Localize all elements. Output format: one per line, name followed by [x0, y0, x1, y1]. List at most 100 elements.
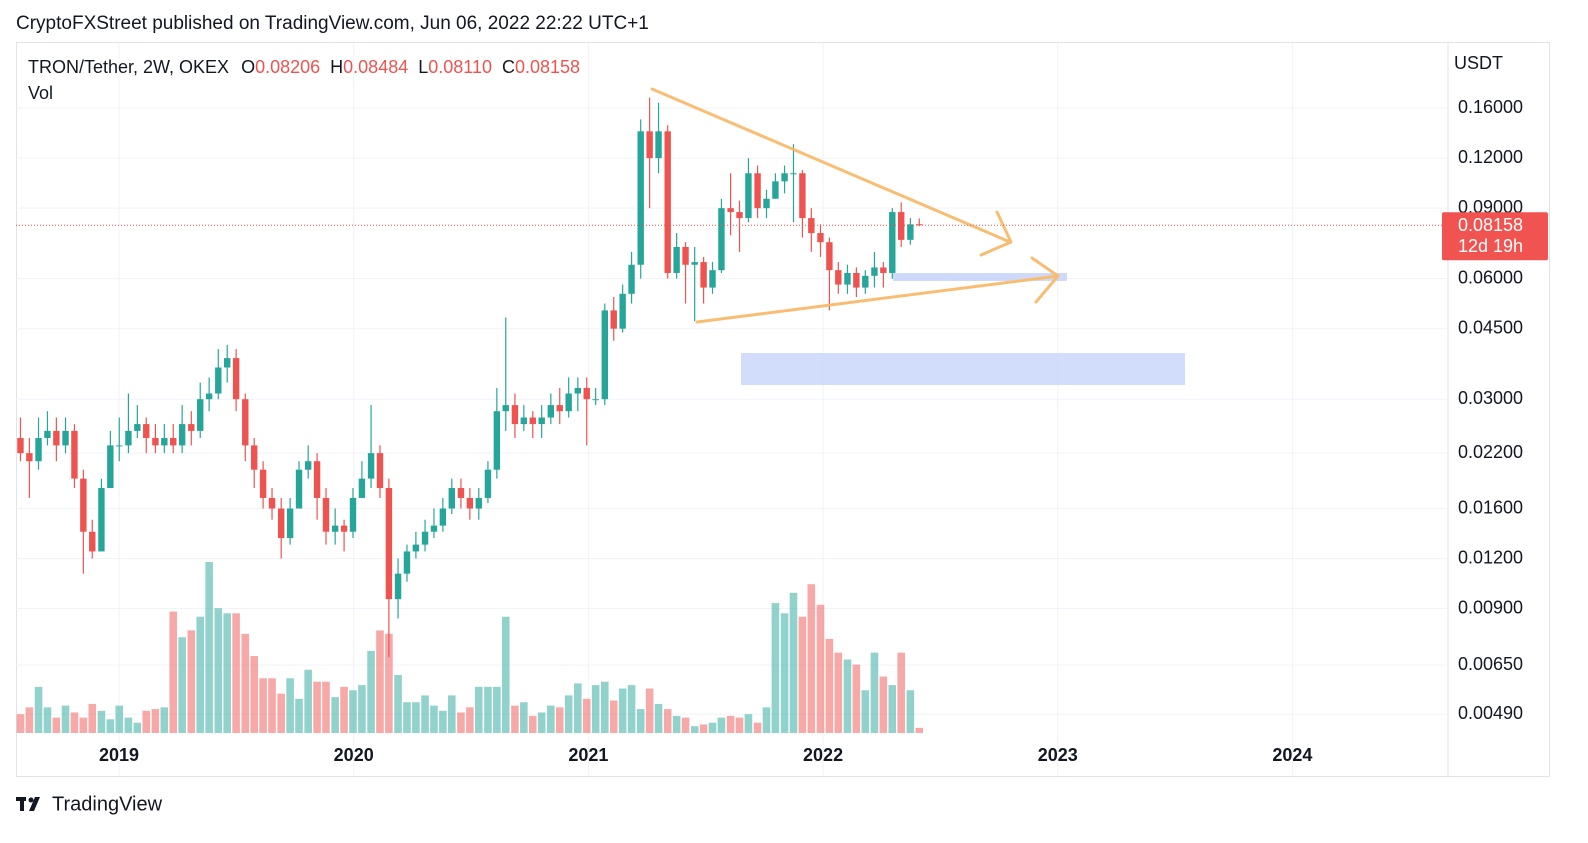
volume-bar: [672, 715, 681, 733]
candle-body: [529, 417, 536, 425]
volume-bar: [322, 681, 330, 733]
candle-body: [215, 367, 222, 394]
candle-body: [511, 405, 519, 425]
candle-body: [161, 438, 168, 446]
x-tick-label: 2022: [803, 745, 843, 765]
candle-body: [799, 173, 806, 219]
ohlc-key: O: [241, 57, 255, 77]
x-tick-label: 2019: [99, 745, 139, 765]
annotations: [650, 87, 1185, 385]
volume-bar: [861, 690, 870, 733]
price-tag: [1442, 212, 1548, 261]
candle-body: [862, 275, 869, 288]
volume-bar: [367, 650, 375, 733]
chart-frame: [16, 42, 1550, 777]
volume-bar: [537, 712, 546, 733]
volume-bar: [897, 652, 906, 733]
volume-bar: [888, 685, 897, 733]
candle-body: [80, 478, 87, 532]
support-zone: [741, 353, 1185, 385]
volume-bar: [834, 652, 843, 733]
volume-bar: [789, 592, 798, 733]
countdown: 12d 19h: [1458, 236, 1523, 256]
volume-bar: [574, 683, 582, 733]
volume-bar: [79, 717, 88, 733]
candle-body: [259, 469, 267, 498]
candle-body: [646, 131, 653, 159]
y-tick-label: 0.00900: [1458, 597, 1523, 617]
volume-bar: [70, 712, 79, 733]
volume-bar: [645, 688, 654, 733]
candle-body: [205, 393, 213, 400]
candle-body: [502, 405, 509, 412]
candle-body: [457, 488, 465, 498]
candle-body: [547, 405, 555, 418]
x-tick-label: 2021: [568, 745, 608, 765]
y-tick-label: 0.03000: [1458, 388, 1523, 408]
y-unit: USDT: [1454, 53, 1503, 73]
volume-bar: [915, 727, 924, 733]
candle-body: [709, 270, 716, 288]
volume-bar: [340, 686, 348, 733]
candle-body: [853, 272, 860, 288]
volume-bar: [717, 717, 726, 733]
attribution: CryptoFXStreet published on TradingView.…: [16, 13, 649, 34]
candle-body: [232, 358, 240, 400]
brand: TradingView: [52, 793, 163, 815]
volume-bar: [178, 637, 186, 733]
volume-bar: [52, 717, 61, 733]
trendline: [650, 87, 1012, 244]
candle-body: [556, 405, 563, 412]
volume-bar: [430, 705, 438, 733]
volume-bar: [124, 717, 133, 733]
candle-body: [745, 173, 752, 219]
x-tick-label: 2024: [1272, 745, 1312, 765]
volume-bar: [34, 686, 43, 733]
volume-bar: [376, 630, 384, 733]
volume-bar: [277, 693, 285, 733]
volume-bar: [115, 705, 124, 733]
volume-bar: [250, 656, 258, 733]
volume-bar: [313, 681, 321, 733]
candle-body: [403, 551, 411, 574]
candle-body: [35, 438, 42, 462]
volume-bar: [97, 710, 106, 733]
volume-bar: [780, 613, 789, 733]
volume-bar: [547, 705, 555, 733]
brand-logo: [16, 797, 40, 811]
candle-body: [277, 508, 285, 539]
candle-body: [835, 270, 842, 285]
candle-body: [376, 453, 384, 489]
volume-bar: [25, 707, 34, 733]
ohlc-value: 0.08206: [255, 57, 320, 77]
candle-body: [340, 525, 348, 532]
candle-body: [71, 430, 78, 479]
candle-body: [242, 399, 249, 446]
volume-bar: [753, 722, 762, 733]
volume-bar: [196, 616, 205, 733]
volume-bar: [609, 700, 618, 733]
volume-bar: [331, 697, 339, 733]
trendline: [695, 274, 1060, 324]
candle-body: [898, 212, 905, 240]
volume-bar: [520, 702, 528, 733]
candle-body: [98, 488, 105, 552]
volume-bar: [241, 633, 250, 733]
candle-body: [907, 224, 914, 240]
candle-body: [448, 488, 455, 509]
volume-bar: [232, 613, 240, 733]
volume-bar: [88, 703, 97, 733]
volume-bar: [474, 686, 483, 733]
candle-body: [26, 453, 33, 462]
candle-body: [916, 224, 923, 226]
candle-body: [727, 208, 734, 213]
ohlc-value: 0.08158: [515, 57, 580, 77]
volume-bar: [582, 698, 591, 733]
candle-body: [17, 438, 24, 454]
candle-body: [421, 531, 429, 545]
volume-bar: [142, 710, 151, 733]
candle-body: [844, 272, 851, 285]
volume-bar: [106, 719, 115, 733]
volume-bar: [501, 616, 510, 733]
volume-bar: [708, 722, 717, 733]
